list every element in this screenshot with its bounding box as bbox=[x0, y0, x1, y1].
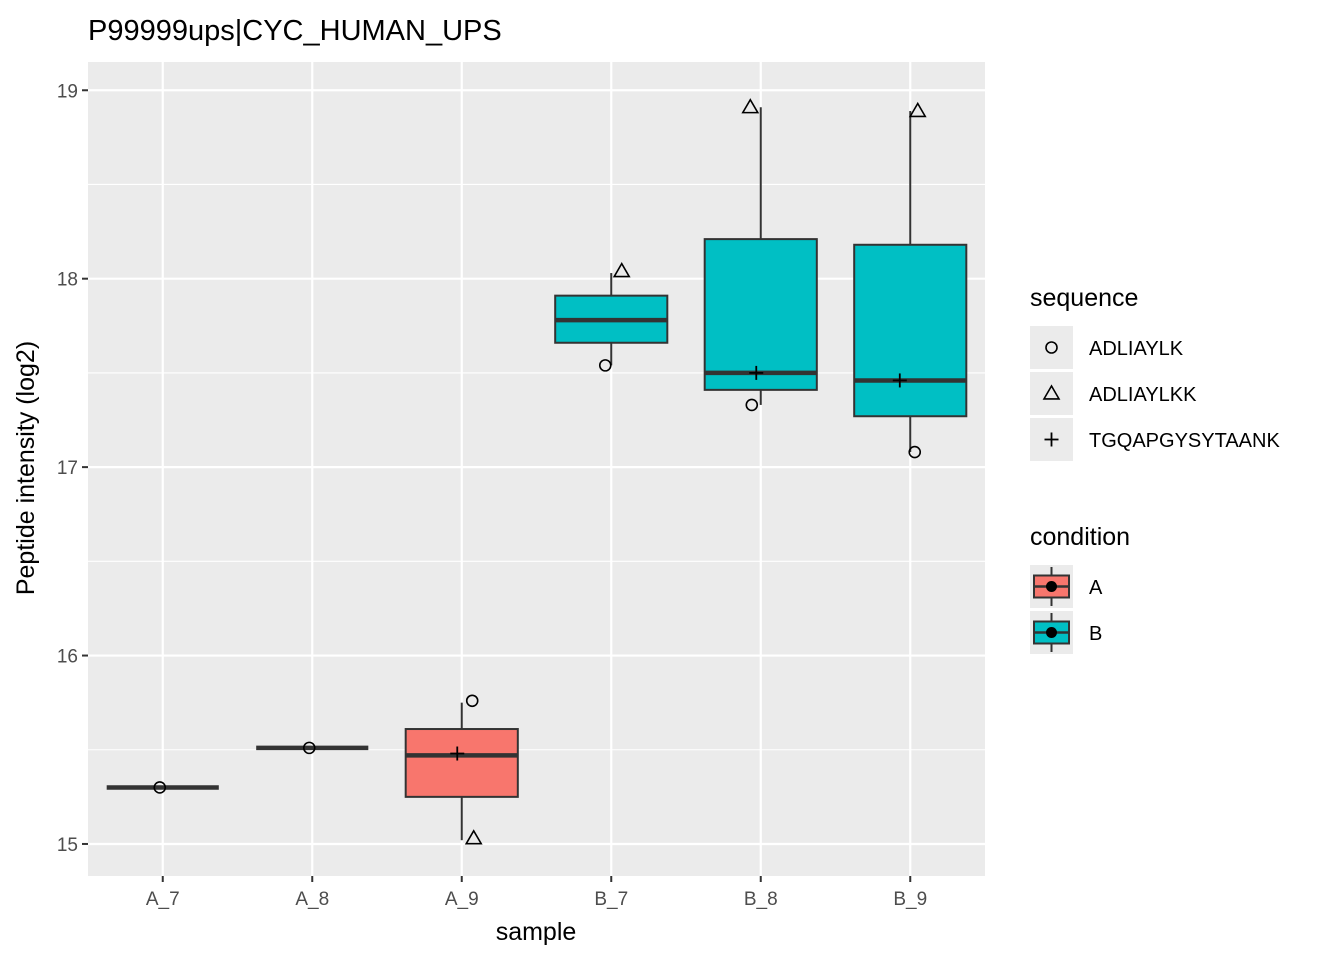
legend-plus-icon bbox=[1044, 432, 1059, 447]
point-adliaylkk bbox=[908, 101, 927, 118]
legend-sequence-title: sequence bbox=[1030, 284, 1138, 312]
legend-condition: condition A B bbox=[1030, 523, 1130, 654]
panel-background bbox=[88, 62, 985, 876]
legend-condition-label: A bbox=[1089, 577, 1103, 599]
point-tgqapgysytaank bbox=[892, 373, 907, 388]
legend-sequence-label: ADLIAYLKK bbox=[1089, 384, 1197, 406]
y-axis-title: Peptide intensity (log2) bbox=[12, 341, 40, 595]
point-adliaylk bbox=[598, 359, 612, 372]
x-tick-label: B_9 bbox=[893, 889, 927, 910]
point-tgqapgysytaank bbox=[749, 365, 764, 380]
x-axis-title: sample bbox=[496, 918, 577, 946]
legend-sequence-label: ADLIAYLK bbox=[1089, 338, 1184, 360]
point-adliaylk bbox=[153, 781, 167, 794]
legend-sequence: sequence ADLIAYLK ADLIAYLKK TGQAPGYSYTAANK bbox=[1030, 284, 1280, 461]
plot-panel bbox=[88, 62, 985, 876]
point-adliaylk bbox=[908, 445, 922, 459]
y-tick-label: 15 bbox=[57, 835, 78, 856]
x-tick-label: B_7 bbox=[594, 889, 628, 910]
box-B_8 bbox=[703, 238, 818, 391]
legend-key bbox=[1030, 372, 1073, 415]
y-tick-label: 17 bbox=[57, 458, 78, 479]
y-tick-label: 19 bbox=[57, 81, 78, 102]
point-adliaylkk bbox=[741, 98, 760, 114]
legend-sequence-label: TGQAPGYSYTAANK bbox=[1089, 430, 1280, 452]
point-adliaylk bbox=[745, 398, 759, 412]
point-adliaylkk bbox=[464, 829, 483, 845]
legend-dot-icon bbox=[1046, 581, 1057, 592]
legend-dot-icon bbox=[1046, 627, 1057, 638]
box-A_9 bbox=[404, 728, 519, 798]
x-tick-label: A_8 bbox=[295, 889, 329, 910]
boxes bbox=[106, 107, 968, 841]
x-tick-label: B_8 bbox=[744, 889, 778, 910]
axes: 15 16 17 18 19 A_7 A_8 A_9 B_7 B_8 B_9 bbox=[57, 81, 927, 910]
legend-triangle-icon bbox=[1042, 384, 1061, 400]
legend-key bbox=[1030, 326, 1073, 369]
y-tick-label: 16 bbox=[57, 647, 78, 668]
legend-circle-icon bbox=[1045, 341, 1058, 354]
point-adliaylk bbox=[465, 694, 479, 708]
x-tick-label: A_9 bbox=[445, 889, 479, 910]
x-tick-label: A_7 bbox=[146, 889, 180, 910]
legend-condition-label: B bbox=[1089, 623, 1102, 645]
data-points bbox=[153, 98, 927, 845]
box-B_9 bbox=[853, 243, 968, 418]
chart-title: P99999ups|CYC_HUMAN_UPS bbox=[88, 15, 502, 47]
point-adliaylk bbox=[302, 741, 316, 755]
point-adliaylkk bbox=[612, 262, 631, 278]
point-tgqapgysytaank bbox=[450, 746, 465, 761]
y-tick-label: 18 bbox=[57, 270, 78, 291]
grid-lines bbox=[88, 62, 985, 876]
legend-condition-title: condition bbox=[1030, 523, 1130, 551]
